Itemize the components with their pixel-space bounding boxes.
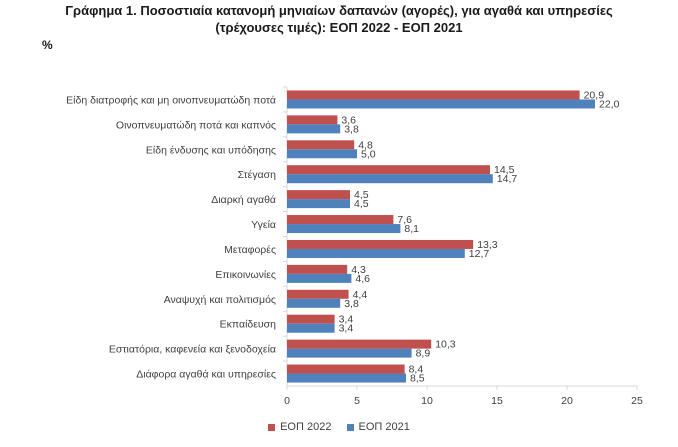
data-label-2022: 20,9 <box>584 89 605 101</box>
bar-2021 <box>287 124 341 134</box>
data-label-2022: 3,6 <box>341 114 356 126</box>
data-label-2021: 3,4 <box>339 323 354 335</box>
data-label-2021: 3,8 <box>344 123 359 135</box>
category-label: Διαρκή αγαθά <box>211 194 276 206</box>
data-label-2022: 14,5 <box>494 164 515 176</box>
bar-2021 <box>287 224 401 234</box>
data-label-2022: 4,4 <box>353 289 368 301</box>
bar-2021 <box>287 373 406 383</box>
data-label-2021: 12,7 <box>469 248 490 260</box>
data-label-2021: 4,6 <box>355 273 370 285</box>
x-tick-label: 0 <box>284 395 290 407</box>
x-tick-label: 25 <box>631 395 643 407</box>
bar-2021 <box>287 174 493 184</box>
bar-2021 <box>287 99 595 109</box>
category-label: Αναψυχή και πολιτισμός <box>164 294 276 306</box>
bar-2022 <box>287 90 580 100</box>
bar-2021 <box>287 248 465 258</box>
data-label-2022: 3,4 <box>339 314 354 326</box>
x-tick-label: 10 <box>421 395 433 407</box>
x-tick-label: 5 <box>354 395 360 407</box>
category-label: Εστιατόρια, καφενεία και ξενοδοχεία <box>109 344 276 356</box>
bar-2022 <box>287 339 432 349</box>
bar-2022 <box>287 314 335 324</box>
data-label-2022: 4,8 <box>358 139 373 151</box>
category-label: Εκπαίδευση <box>220 319 277 331</box>
legend-label-2022: ΕΟΠ 2022 <box>280 421 332 433</box>
bar-2021 <box>287 273 352 283</box>
bar-2022 <box>287 190 350 200</box>
bar-2022 <box>287 239 474 249</box>
legend: ΕΟΠ 2022 ΕΟΠ 2021 <box>0 421 678 434</box>
chart-title-line-2: (τρέχουσες τιμές): ΕΟΠ 2022 - ΕΟΠ 2021 <box>215 20 463 35</box>
category-label: Είδη διατροφής και μη οινοπνευματώδη ποτ… <box>66 94 276 106</box>
bar-2021 <box>287 199 350 209</box>
bar-2021 <box>287 323 335 333</box>
legend-label-2021: ΕΟΠ 2021 <box>358 421 410 433</box>
data-label-2021: 8,5 <box>410 373 425 385</box>
unit-label: % <box>42 38 53 52</box>
bar-2022 <box>287 289 349 299</box>
data-label-2022: 13,3 <box>477 239 498 251</box>
data-label-2021: 14,7 <box>497 173 518 185</box>
bar-2022 <box>287 364 405 374</box>
data-label-2021: 8,1 <box>404 223 419 235</box>
data-label-2021: 5,0 <box>361 148 376 160</box>
category-label: Διάφορα αγαθά και υπηρεσίες <box>136 369 276 381</box>
x-tick-label: 15 <box>491 395 503 407</box>
category-label: Είδη ένδυσης και υπόδησης <box>146 144 276 156</box>
legend-item-2021: ΕΟΠ 2021 <box>346 421 410 433</box>
bar-2022 <box>287 264 348 274</box>
category-label: Υγεία <box>251 219 276 231</box>
category-label: Επικοινωνίες <box>215 269 276 281</box>
data-label-2022: 10,3 <box>435 339 456 351</box>
category-label: Μεταφορές <box>224 244 276 256</box>
legend-swatch-2022 <box>268 423 276 431</box>
data-label-2022: 8,4 <box>409 364 424 376</box>
bar-2021 <box>287 348 412 358</box>
x-tick-label: 20 <box>561 395 573 407</box>
category-label: Στέγαση <box>238 169 277 181</box>
bar-2021 <box>287 149 357 159</box>
data-label-2022: 4,3 <box>351 264 366 276</box>
bar-2021 <box>287 298 341 308</box>
category-label: Οινοπνευματώδη ποτά και καπνός <box>116 119 276 131</box>
bar-2022 <box>287 140 355 150</box>
legend-swatch-2021 <box>346 423 354 431</box>
chart-title-line-1: Γράφημα 1. Ποσοστιαία κατανομή μηνιαίων … <box>65 3 613 18</box>
data-label-2022: 7,6 <box>397 214 412 226</box>
bar-2022 <box>287 115 338 125</box>
legend-item-2022: ΕΟΠ 2022 <box>268 421 331 433</box>
data-label-2021: 3,8 <box>344 298 359 310</box>
data-label-2021: 22,0 <box>599 98 620 110</box>
data-label-2021: 8,9 <box>416 348 431 360</box>
data-label-2021: 4,5 <box>354 198 369 210</box>
bar-2022 <box>287 165 490 175</box>
bar-2022 <box>287 215 394 225</box>
data-label-2022: 4,5 <box>354 189 369 201</box>
